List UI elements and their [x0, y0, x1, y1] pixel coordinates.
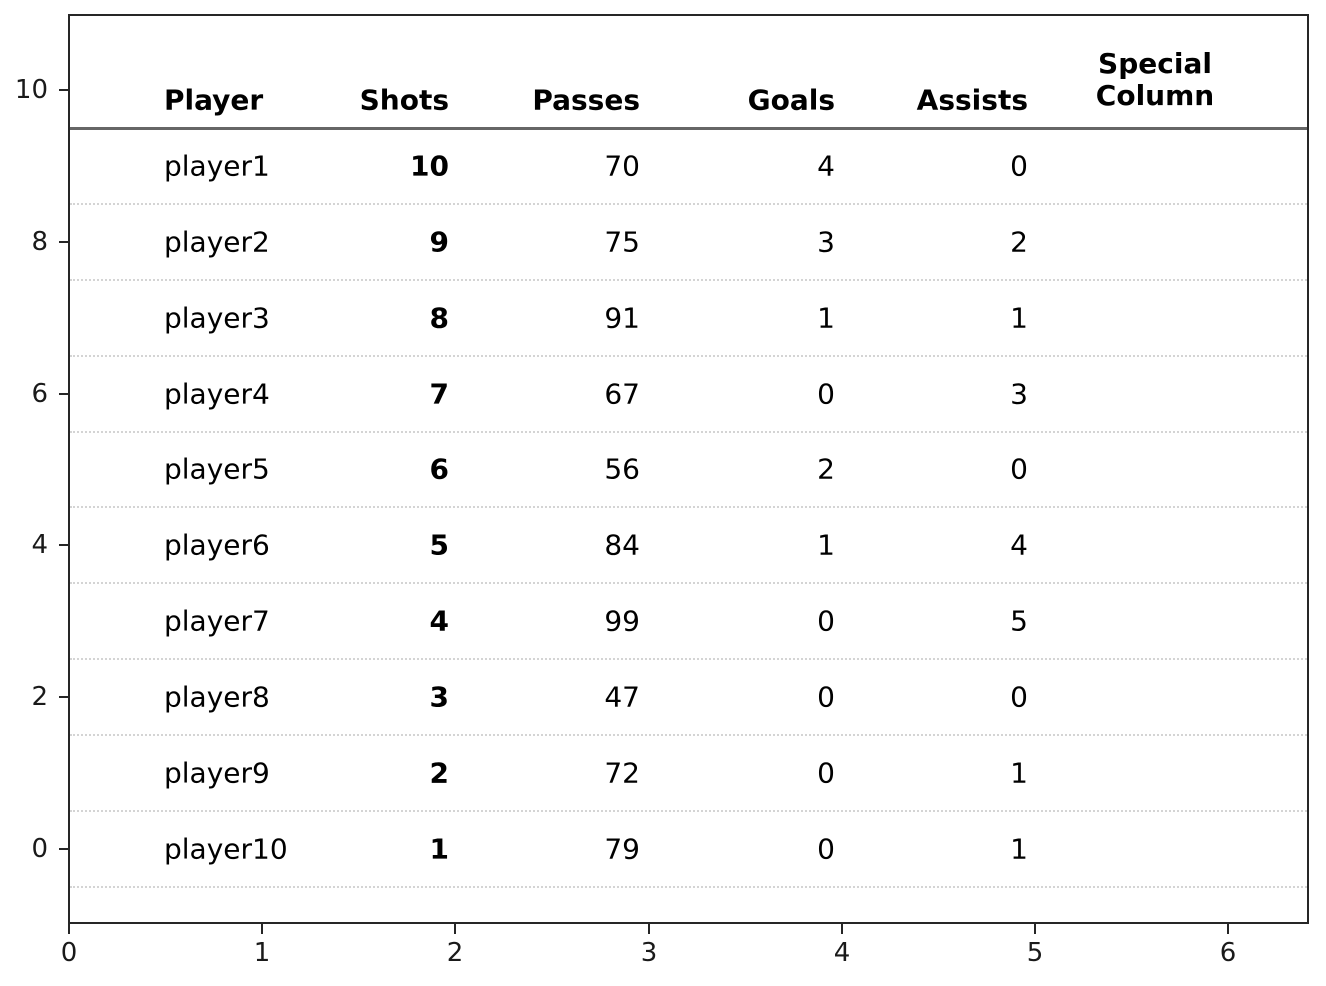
y-axis-tick-mark	[59, 696, 69, 698]
cell-goals: 0	[817, 756, 835, 790]
cell-shots: 3	[429, 680, 449, 714]
cell-shots: 5	[429, 528, 449, 562]
cell-goals: 0	[817, 377, 835, 411]
row-separator-line	[70, 279, 1307, 281]
cell-passes: 91	[604, 301, 640, 335]
cell-goals: 3	[817, 225, 835, 259]
cell-player: player10	[164, 832, 288, 866]
x-axis-tick-label: 3	[640, 938, 658, 968]
cell-passes: 47	[604, 680, 640, 714]
x-axis-tick-label: 5	[1026, 938, 1044, 968]
x-axis-tick-mark	[1034, 924, 1036, 934]
cell-goals: 0	[817, 604, 835, 638]
cell-player: player9	[164, 756, 270, 790]
y-axis-tick-mark	[59, 544, 69, 546]
cell-player: player3	[164, 301, 270, 335]
cell-player: player8	[164, 680, 270, 714]
y-axis-tick-mark	[59, 241, 69, 243]
cell-shots: 7	[429, 377, 449, 411]
y-axis-tick-mark	[59, 89, 69, 91]
y-axis-tick-label: 8	[31, 227, 48, 257]
y-axis-tick-mark	[59, 848, 69, 850]
cell-goals: 1	[817, 528, 835, 562]
cell-assists: 1	[1010, 756, 1028, 790]
row-separator-line	[70, 431, 1307, 433]
row-separator-line	[70, 203, 1307, 205]
cell-player: player1	[164, 149, 270, 183]
column-header-shots: Shots	[359, 83, 449, 117]
row-separator-line	[70, 355, 1307, 357]
cell-player: player6	[164, 528, 270, 562]
cell-goals: 0	[817, 680, 835, 714]
cell-goals: 1	[817, 301, 835, 335]
y-axis-tick-mark	[59, 393, 69, 395]
x-axis-tick-mark	[261, 924, 263, 934]
cell-passes: 75	[604, 225, 640, 259]
cell-goals: 2	[817, 452, 835, 486]
y-axis-tick-label: 2	[31, 682, 48, 712]
header-underline	[70, 127, 1307, 130]
plot-border	[68, 14, 1309, 924]
cell-player: player4	[164, 377, 270, 411]
cell-assists: 2	[1010, 225, 1028, 259]
row-separator-line	[70, 734, 1307, 736]
row-separator-line	[70, 810, 1307, 812]
x-axis-tick-mark	[454, 924, 456, 934]
cell-assists: 5	[1010, 604, 1028, 638]
y-axis-tick-label: 4	[31, 530, 48, 560]
x-axis-tick-label: 2	[446, 938, 464, 968]
cell-assists: 0	[1010, 680, 1028, 714]
column-header-player: Player	[164, 83, 264, 117]
x-axis-tick-mark	[648, 924, 650, 934]
x-axis-tick-label: 6	[1219, 938, 1237, 968]
cell-player: player7	[164, 604, 270, 638]
x-axis-tick-label: 0	[60, 938, 78, 968]
cell-goals: 0	[817, 832, 835, 866]
y-axis-tick-label: 6	[31, 379, 48, 409]
cell-shots: 4	[429, 604, 449, 638]
x-axis-tick-label: 4	[833, 938, 851, 968]
cell-passes: 72	[604, 756, 640, 790]
cell-player: player5	[164, 452, 270, 486]
row-separator-line	[70, 658, 1307, 660]
cell-assists: 0	[1010, 149, 1028, 183]
x-axis-tick-label: 1	[253, 938, 271, 968]
column-header-special: Special Column	[1095, 47, 1215, 112]
x-axis-tick-mark	[1227, 924, 1229, 934]
cell-assists: 4	[1010, 528, 1028, 562]
x-axis-tick-mark	[841, 924, 843, 934]
cell-goals: 4	[817, 149, 835, 183]
row-separator-line	[70, 886, 1307, 888]
cell-shots: 2	[429, 756, 449, 790]
cell-passes: 56	[604, 452, 640, 486]
column-header-assists: Assists	[916, 83, 1028, 117]
column-header-goals: Goals	[747, 83, 835, 117]
cell-shots: 8	[429, 301, 449, 335]
x-axis-tick-mark	[68, 924, 70, 934]
row-separator-line	[70, 582, 1307, 584]
cell-assists: 3	[1010, 377, 1028, 411]
y-axis-tick-label: 10	[14, 75, 48, 105]
cell-shots: 9	[429, 225, 449, 259]
cell-player: player2	[164, 225, 270, 259]
cell-assists: 1	[1010, 832, 1028, 866]
cell-passes: 84	[604, 528, 640, 562]
column-header-passes: Passes	[532, 83, 640, 117]
cell-assists: 0	[1010, 452, 1028, 486]
cell-shots: 10	[410, 149, 449, 183]
cell-passes: 99	[604, 604, 640, 638]
y-axis-tick-label: 0	[31, 834, 48, 864]
cell-shots: 6	[429, 452, 449, 486]
cell-passes: 67	[604, 377, 640, 411]
cell-passes: 79	[604, 832, 640, 866]
row-separator-line	[70, 506, 1307, 508]
cell-assists: 1	[1010, 301, 1028, 335]
cell-shots: 1	[429, 832, 449, 866]
cell-passes: 70	[604, 149, 640, 183]
